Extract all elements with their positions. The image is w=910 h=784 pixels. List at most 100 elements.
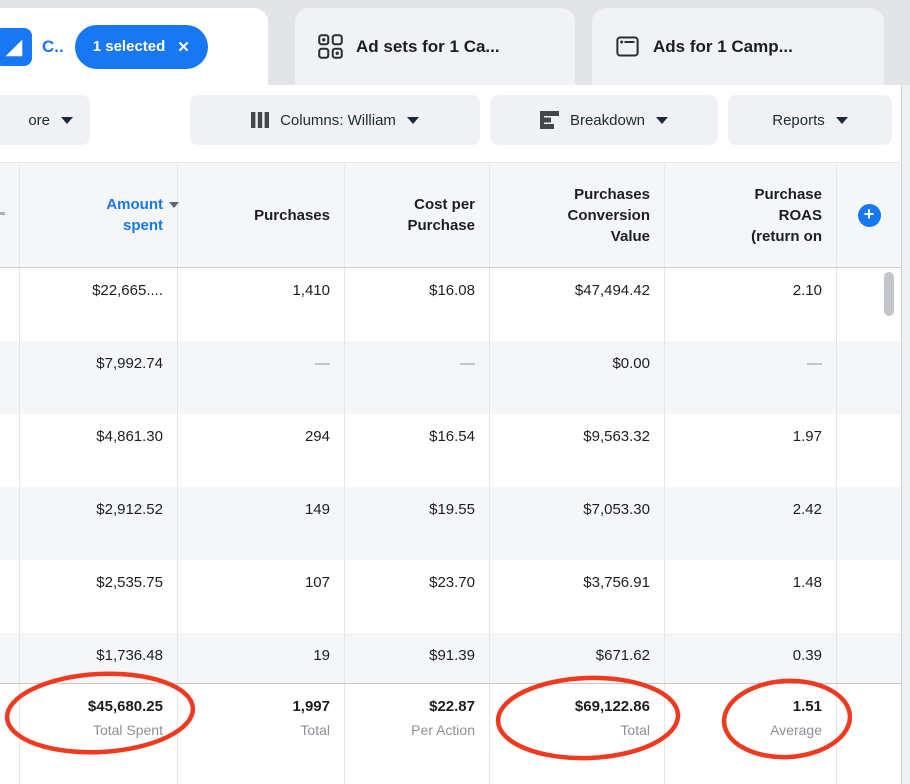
cell-purchase-roas: — (665, 341, 837, 414)
tab-campaigns-label: C.. (42, 36, 64, 56)
columns-icon (251, 112, 270, 128)
table-row: $2,912.52 149 $19.55 $7,053.30 2.42 (0, 487, 901, 560)
totals-row: $45,680.25 Total Spent 1,997 Total $22.87 Per… (0, 683, 901, 784)
cell-purchases-conversion-value: $47,494.42 (490, 268, 665, 341)
columns-button[interactable]: Columns: William (190, 95, 480, 145)
cell-cost-per-purchase: $16.08 (345, 268, 490, 341)
ads-frame-icon (616, 36, 639, 57)
cell-purchases: 294 (178, 414, 345, 487)
selected-filter-pill[interactable]: 1 selected ✕ (74, 24, 208, 69)
cell-purchase-roas: 0.39 (665, 633, 837, 683)
cell-purchases: 1,410 (178, 268, 345, 341)
more-button-label: ore (28, 111, 50, 129)
total-purchases-conversion-value: $69,122.86 Total (490, 684, 665, 784)
cell-purchases-conversion-value: $671.62 (490, 633, 665, 683)
column-header-text: (return on (751, 227, 822, 245)
add-column-cell: + (837, 163, 901, 267)
total-sublabel: Average (770, 722, 822, 738)
column-header-cost-per-purchase[interactable]: Cost per Purchase (345, 163, 490, 267)
row-end-cell (837, 487, 901, 560)
campaigns-icon (0, 27, 32, 66)
reports-button[interactable]: Reports (728, 95, 892, 145)
cell-purchases: — (178, 341, 345, 414)
column-header-text: spent (122, 217, 163, 234)
ad-sets-grid-icon (318, 34, 343, 59)
cell-purchases-conversion-value: $7,053.30 (490, 487, 665, 560)
cell-purchases-conversion-value: $9,563.32 (490, 414, 665, 487)
column-header-amount-spent[interactable]: Amount spent (20, 163, 179, 267)
cell-cost-per-purchase: $91.39 (345, 633, 490, 683)
cell-purchase-roas: 2.10 (665, 268, 837, 341)
tab-adsets-label: Ad sets for 1 Ca... (356, 36, 500, 56)
cell-purchase-roas: 2.42 (665, 487, 837, 560)
cell-amount-spent: $7,992.74 (20, 341, 178, 414)
clear-selection-icon[interactable]: ✕ (177, 38, 190, 56)
tab-adsets[interactable]: Ad sets for 1 Ca... (295, 8, 575, 85)
table-row: $22,665.... 1,410 $16.08 $47,494.42 2.10 (0, 268, 901, 341)
total-value: $45,680.25 (87, 698, 163, 715)
content-card: ore Columns: William Brea (0, 85, 901, 784)
breakdown-icon (539, 111, 559, 129)
row-spacer-cell (0, 268, 20, 341)
column-header-text: Purchases (574, 185, 650, 203)
total-sublabel: Per Action (411, 722, 475, 738)
cell-cost-per-purchase: $19.55 (345, 487, 490, 560)
cell-purchases: 19 (178, 633, 345, 683)
column-header-purchase-roas[interactable]: Purchase ROAS (return on (665, 163, 837, 267)
cell-amount-spent: $2,535.75 (20, 560, 178, 633)
row-spacer-cell (0, 487, 20, 560)
tab-ads[interactable]: Ads for 1 Camp... (592, 8, 884, 85)
row-end-cell (837, 414, 901, 487)
row-end-cell (837, 560, 901, 633)
tab-ads-label: Ads for 1 Camp... (653, 36, 793, 56)
table-row: $7,992.74— — $0.00— (0, 341, 901, 414)
breakdown-button[interactable]: Breakdown (490, 95, 718, 145)
cell-amount-spent: $4,861.30 (20, 414, 178, 487)
total-value: 1,997 (292, 698, 330, 715)
chevron-down-icon (406, 116, 419, 124)
total-sublabel: Total (620, 722, 650, 738)
chevron-down-icon (835, 116, 848, 124)
breakdown-button-label: Breakdown (569, 111, 646, 129)
column-header-text: Amount (106, 194, 179, 215)
reports-button-label: Reports (772, 111, 825, 129)
cell-purchase-roas: 1.97 (665, 414, 837, 487)
tab-bar: C.. 1 selected ✕ Ad sets for 1 Ca... Ads… (0, 0, 910, 85)
table-row: $2,535.75 107 $23.70 $3,756.91 1.48 (0, 560, 901, 633)
truncated-text-fragment (0, 212, 5, 215)
columns-button-label: Columns: William (280, 111, 396, 129)
more-button[interactable]: ore (0, 95, 90, 145)
column-header-text: Purchase (407, 217, 475, 234)
total-amount-spent: $45,680.25 Total Spent (20, 684, 178, 784)
cell-purchases-conversion-value: $3,756.91 (490, 560, 665, 633)
cell-cost-per-purchase: — (345, 341, 490, 414)
metrics-table: Amount spent Purchases Cost per Purchase Purc… (0, 162, 901, 784)
column-header-text: ROAS (778, 206, 822, 224)
cell-amount-spent: $1,736.48 (20, 633, 178, 683)
column-header-purchases[interactable]: Purchases (178, 163, 345, 267)
cell-purchase-roas: 1.48 (665, 560, 837, 633)
cell-purchases: 107 (178, 560, 345, 633)
add-column-button[interactable]: + (857, 203, 881, 227)
table-row: $4,861.30 294 $16.54 $9,563.32 1.97 (0, 414, 901, 487)
total-value: 1.51 (792, 698, 822, 715)
table-header-row: Amount spent Purchases Cost per Purchase Purc… (0, 163, 901, 268)
table-row: $1,736.48 19 $91.39 $671.62 0.39 (0, 633, 901, 683)
row-end-cell (837, 341, 901, 414)
cell-purchases: 149 (178, 487, 345, 560)
column-header-text: Conversion (567, 206, 650, 224)
chevron-down-icon (61, 116, 73, 124)
column-header-purchases-conversion-value[interactable]: Purchases Conversion Value (490, 163, 665, 267)
total-value: $69,122.86 (574, 698, 650, 715)
row-spacer-cell (0, 414, 20, 487)
total-cost-per-purchase: $22.87 Per Action (345, 684, 490, 784)
row-end-cell (837, 633, 901, 683)
totals-spacer-cell (0, 684, 20, 784)
tab-campaigns[interactable]: C.. 1 selected ✕ (0, 8, 268, 85)
selected-count-label: 1 selected (92, 38, 166, 55)
total-sublabel: Total Spent (92, 722, 163, 738)
vertical-scrollbar-thumb[interactable] (884, 272, 894, 316)
total-sublabel: Total (300, 722, 330, 738)
column-header-text: Cost per (414, 196, 475, 213)
